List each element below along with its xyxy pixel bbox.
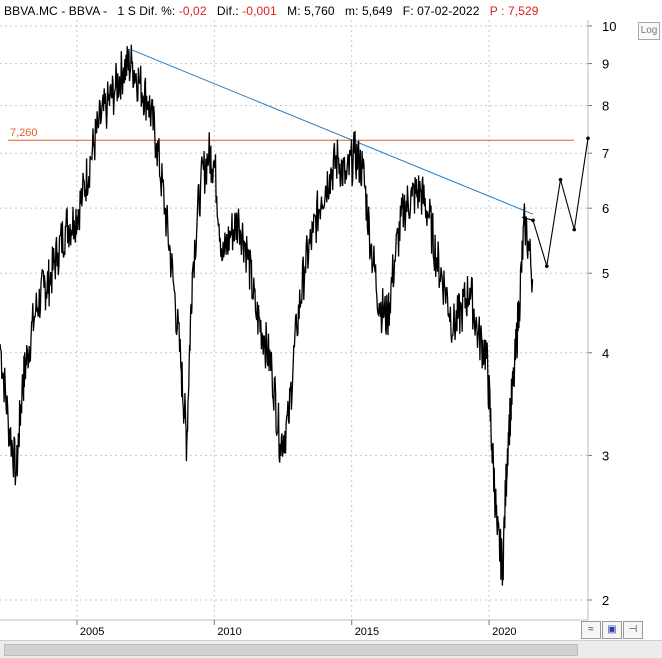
instrument-name: BBVA bbox=[68, 4, 100, 18]
dif-label: Dif.: bbox=[216, 4, 239, 18]
y-axis: 2 3 4 5 6 7 8 9 10 bbox=[588, 19, 616, 608]
y-tick-label: 3 bbox=[602, 448, 609, 463]
projection-marker bbox=[544, 264, 549, 268]
min-label: m: bbox=[344, 4, 359, 18]
x-tick-label: 2015 bbox=[355, 626, 379, 638]
x-tick-label: 2020 bbox=[492, 626, 516, 638]
pin-icon: ⊣ bbox=[628, 624, 638, 635]
dif-value: -0,001 bbox=[242, 4, 277, 18]
log-scale-toggle[interactable]: Log bbox=[638, 22, 660, 40]
pin-button[interactable]: ⊣ bbox=[623, 621, 643, 639]
y-tick-label: 6 bbox=[602, 201, 609, 216]
x-tick-label: 2005 bbox=[80, 626, 104, 638]
x-axis: 2005 2010 2015 2020 bbox=[76, 620, 517, 638]
price-value: 7,529 bbox=[508, 4, 539, 18]
symbol: BBVA.MC bbox=[4, 4, 58, 18]
compare-button[interactable]: ≈ bbox=[581, 621, 601, 639]
price-chart[interactable]: 2 3 4 5 6 7 8 9 10 2005 2010 2015 2020 7,260 bbox=[0, 0, 662, 640]
projection-markers bbox=[531, 136, 590, 268]
trendline[interactable] bbox=[131, 49, 534, 215]
y-tick-label: 2 bbox=[602, 593, 609, 608]
y-tick-label: 8 bbox=[602, 99, 609, 114]
save-button[interactable]: ▣ bbox=[602, 621, 622, 639]
projection-marker bbox=[586, 136, 590, 141]
date-value: 07-02-2022 bbox=[417, 4, 480, 18]
max-label: M: bbox=[287, 4, 301, 18]
scrollbar-thumb[interactable] bbox=[4, 644, 578, 656]
y-tick-label: 5 bbox=[602, 266, 609, 281]
projection-marker bbox=[558, 177, 563, 182]
projection-marker bbox=[531, 218, 535, 223]
period: 1 S bbox=[117, 4, 136, 18]
projection-marker bbox=[572, 227, 577, 232]
price-label: P : bbox=[489, 4, 505, 18]
y-tick-label: 4 bbox=[602, 346, 609, 361]
y-tick-label: 9 bbox=[602, 57, 609, 72]
y-tick-label: 7 bbox=[602, 146, 609, 161]
horizontal-scrollbar[interactable] bbox=[0, 640, 662, 658]
x-tick-label: 2010 bbox=[217, 626, 241, 638]
price-series bbox=[0, 44, 534, 586]
save-icon: ▣ bbox=[607, 624, 617, 635]
date-label: F: bbox=[402, 4, 414, 18]
resistance-label: 7,260 bbox=[10, 127, 38, 139]
dif-pct-value: -0,02 bbox=[178, 4, 207, 18]
y-tick-label: 10 bbox=[602, 19, 616, 34]
quote-header: BBVA.MC - BBVA - 1 S Dif. %: -0,02 Dif.:… bbox=[4, 4, 539, 18]
projection-path[interactable] bbox=[521, 138, 589, 267]
min-value: 5,649 bbox=[361, 4, 393, 18]
dif-pct-label: Dif. %: bbox=[139, 4, 176, 18]
max-value: 5,760 bbox=[304, 4, 335, 18]
grid bbox=[0, 20, 588, 620]
compare-icon: ≈ bbox=[588, 624, 594, 635]
